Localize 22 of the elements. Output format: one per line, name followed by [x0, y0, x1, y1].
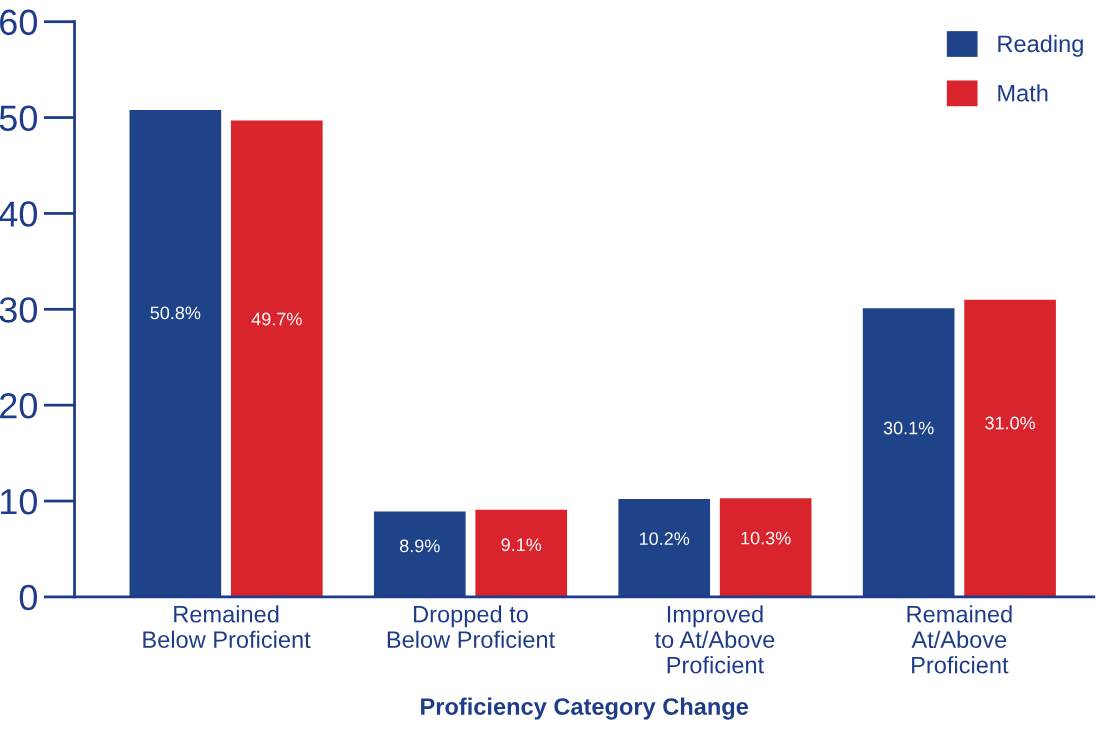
legend-label: Reading: [998, 34, 1083, 57]
data-label: 30.1%: [883, 421, 934, 435]
x-tick-label: Dropped to Below Proficient: [387, 605, 555, 649]
y-tick-label: 0: [19, 584, 38, 611]
y-tick-label: 50: [0, 105, 38, 131]
x-tick-label: Improved to At/Above Proficient: [654, 605, 775, 674]
y-tick-label: 10: [1, 488, 38, 515]
data-label: 31.0%: [985, 416, 1036, 430]
y-tick-label: 60: [0, 9, 38, 36]
data-label: 10.3%: [741, 531, 791, 545]
x-tick-label: Remained At/Above Proficient: [907, 605, 1012, 674]
data-label: 8.9%: [400, 539, 440, 553]
data-label: 10.2%: [640, 532, 690, 546]
legend-label: Math: [998, 84, 1048, 102]
x-tick-label: Remained Below Proficient: [143, 605, 311, 649]
y-tick-label: 20: [0, 393, 38, 419]
y-tick-label: 40: [0, 201, 38, 227]
y-tick-label: 30: [0, 297, 38, 323]
x-axis-title: Proficiency Category Change: [421, 697, 749, 720]
data-label: 50.8%: [150, 306, 201, 320]
data-label: 49.7%: [251, 312, 302, 326]
data-label: 9.1%: [501, 538, 542, 552]
